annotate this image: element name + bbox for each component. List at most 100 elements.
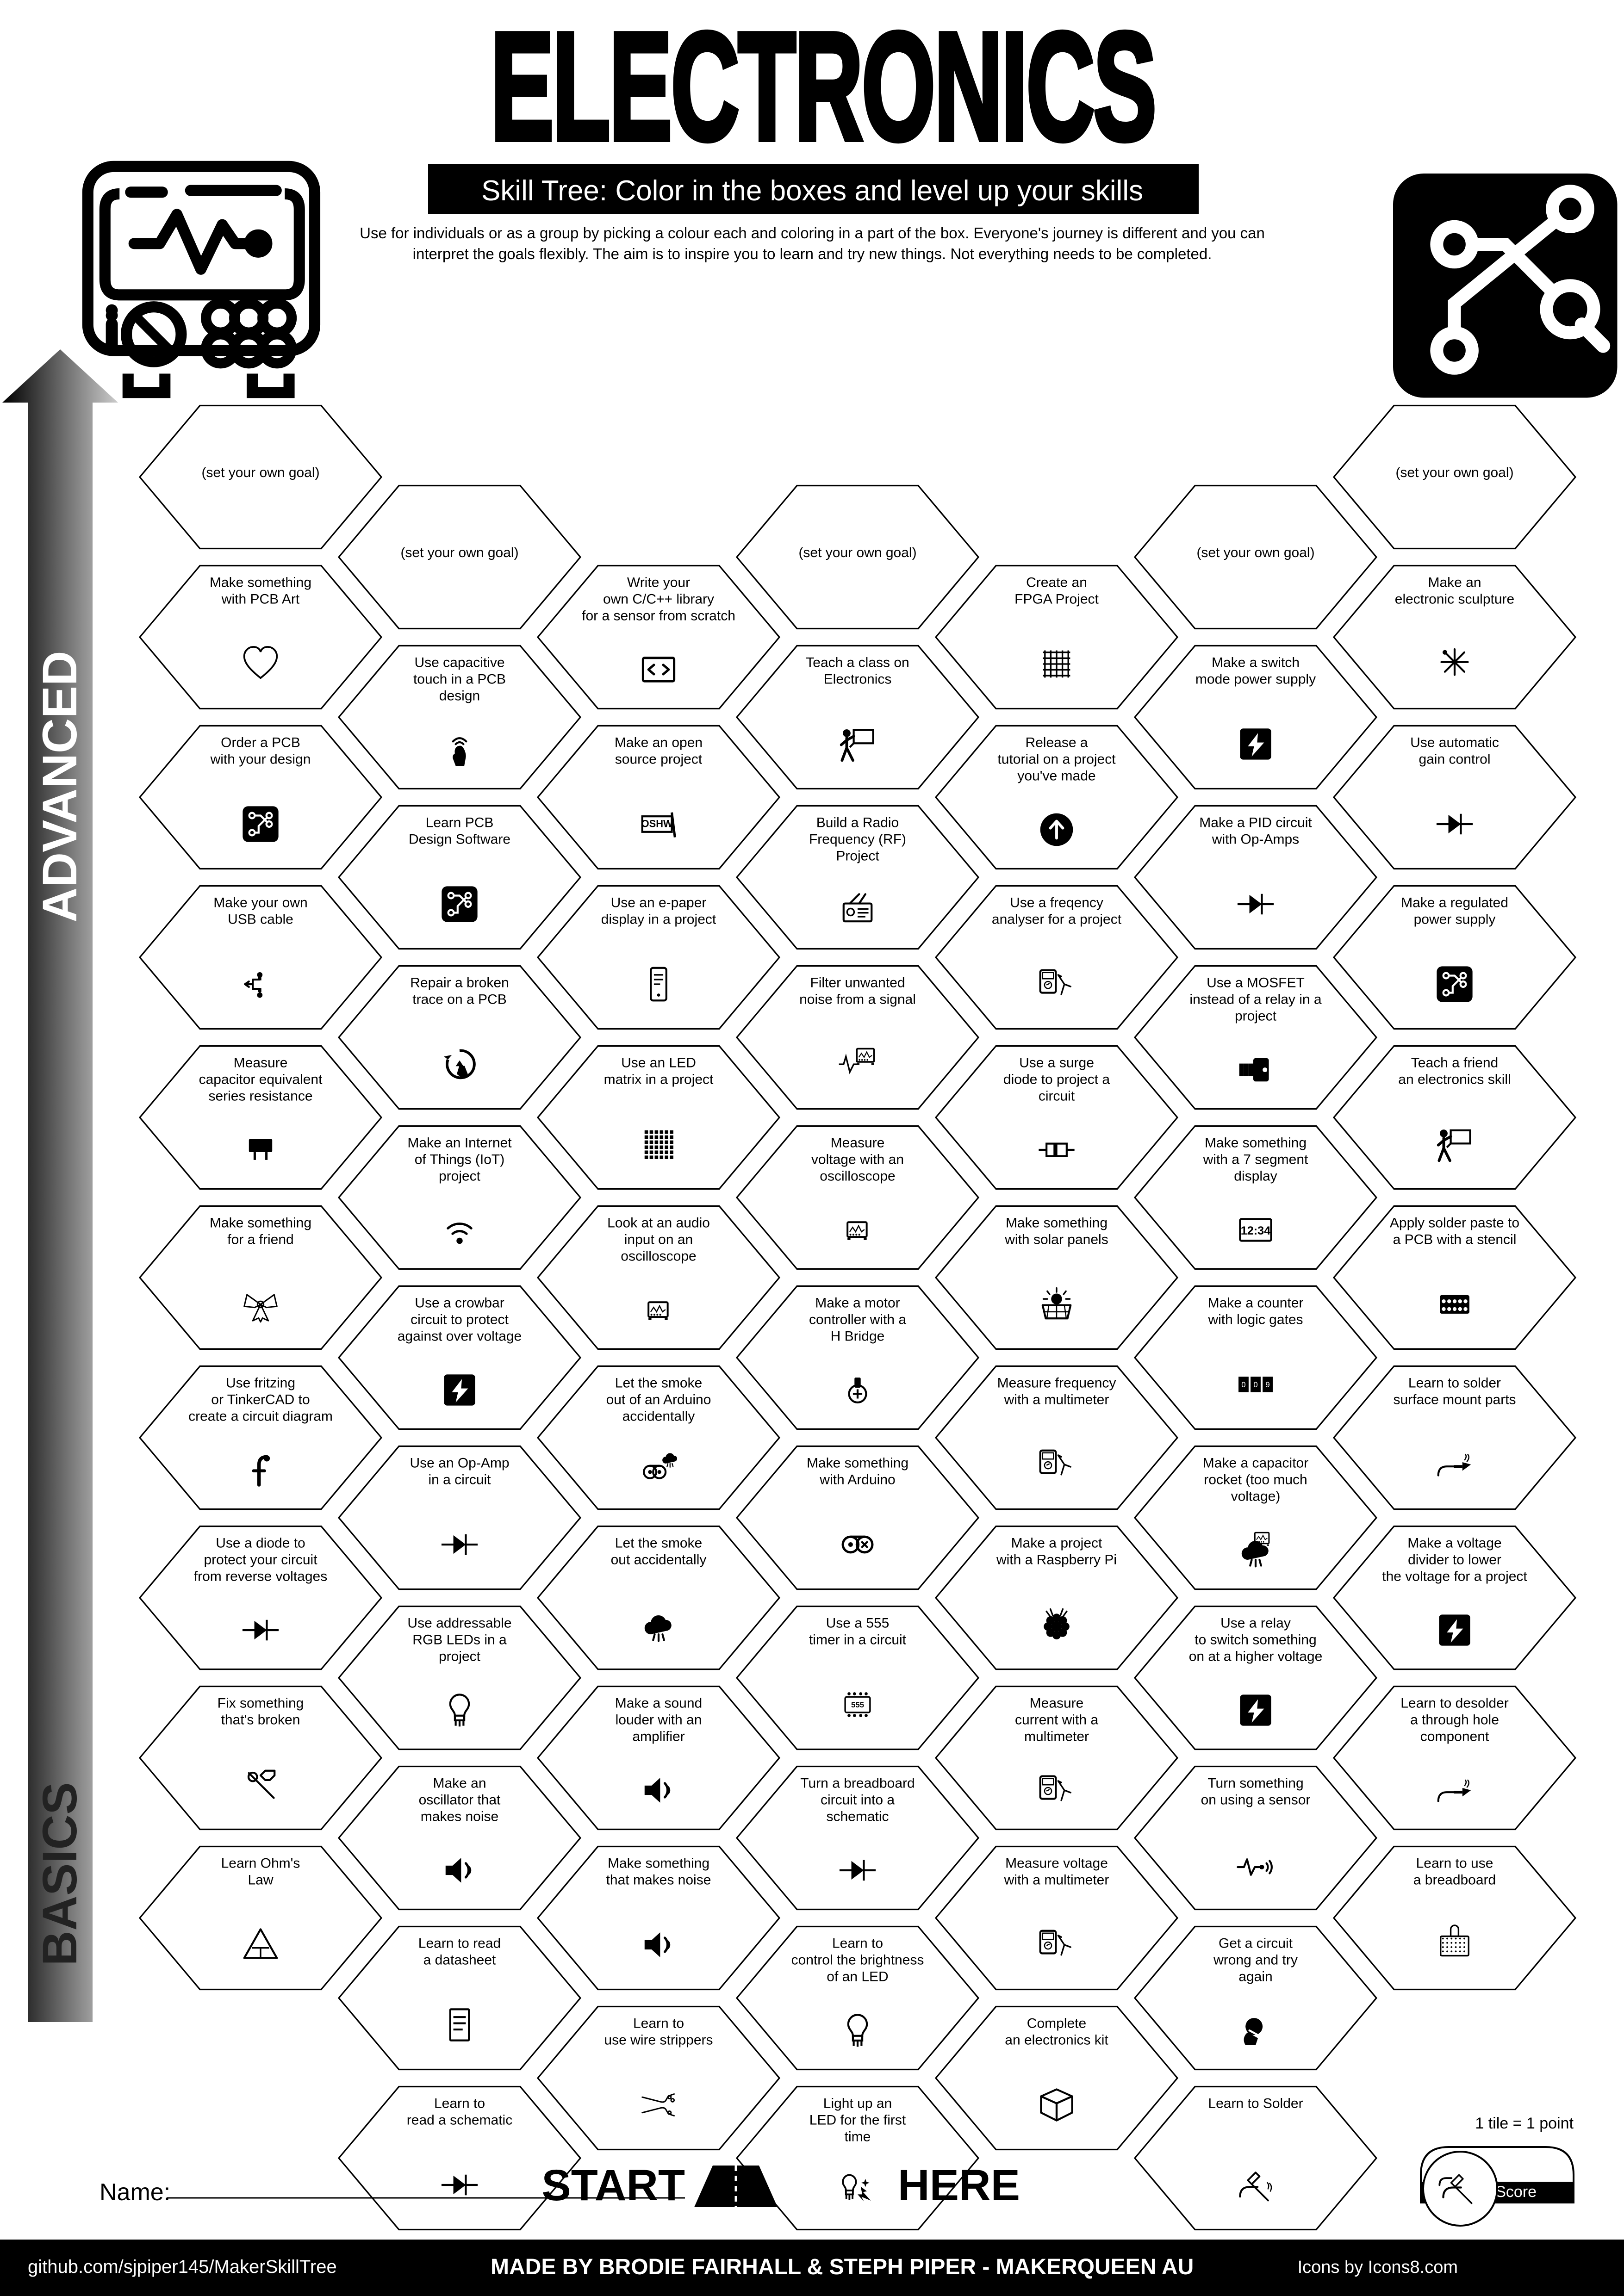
svg-text:an electronics kit: an electronics kit	[1005, 2033, 1108, 2048]
svg-text:(set your own goal): (set your own goal)	[1196, 545, 1314, 560]
svg-text:series resistance: series resistance	[208, 1089, 312, 1104]
svg-text:Learn to Solder: Learn to Solder	[1208, 2096, 1303, 2111]
svg-text:an electronics skill: an electronics skill	[1398, 1072, 1511, 1087]
svg-text:that's broken: that's broken	[221, 1713, 300, 1728]
svg-text:LED for the first: LED for the first	[809, 2113, 906, 2128]
svg-text:controller with a: controller with a	[809, 1312, 906, 1328]
svg-text:for a sensor from scratch: for a sensor from scratch	[582, 608, 735, 624]
svg-text:ELECTRONICS: ELECTRONICS	[491, 1, 1155, 173]
svg-text:interpret the goals flexibly.: interpret the goals flexibly. The aim is…	[413, 245, 1212, 262]
svg-text:noise from a signal: noise from a signal	[799, 992, 916, 1007]
svg-text:with a Raspberry Pi: with a Raspberry Pi	[996, 1552, 1117, 1568]
svg-text:Look at an audio: Look at an audio	[607, 1216, 710, 1231]
svg-text:Make a project: Make a project	[1011, 1536, 1102, 1551]
svg-text:FPGA Project: FPGA Project	[1014, 592, 1099, 607]
svg-text:Fix something: Fix something	[218, 1696, 304, 1711]
svg-text:Use capacitive: Use capacitive	[414, 655, 504, 670]
svg-text:create a circuit diagram: create a circuit diagram	[188, 1409, 333, 1424]
svg-text:Make something: Make something	[210, 575, 311, 590]
svg-text:Learn PCB: Learn PCB	[426, 815, 494, 831]
svg-text:Make your own: Make your own	[213, 895, 307, 911]
svg-text:component: component	[1420, 1729, 1489, 1744]
svg-text:Make something: Make something	[1006, 1216, 1108, 1231]
svg-text:(set your own goal): (set your own goal)	[201, 465, 319, 480]
svg-text:Turn something: Turn something	[1207, 1776, 1303, 1791]
svg-text:oscilloscope: oscilloscope	[820, 1169, 895, 1184]
svg-text:Make a counter: Make a counter	[1208, 1296, 1304, 1311]
svg-text:gain control: gain control	[1419, 752, 1490, 767]
svg-text:Make a sound: Make a sound	[615, 1696, 702, 1711]
svg-text:1 tile = 1 point: 1 tile = 1 point	[1475, 2115, 1574, 2132]
svg-text:a through hole: a through hole	[1410, 1713, 1499, 1728]
svg-text:amplifier: amplifier	[632, 1729, 684, 1744]
svg-text:Make a voltage: Make a voltage	[1407, 1536, 1501, 1551]
svg-text:START: START	[541, 2161, 685, 2210]
svg-text:Measure voltage: Measure voltage	[1005, 1856, 1108, 1871]
svg-text:USB cable: USB cable	[228, 912, 293, 927]
svg-text:Skill Tree: Color in the boxe: Skill Tree: Color in the boxes and level…	[481, 175, 1143, 207]
svg-text:Get a circuit: Get a circuit	[1219, 1936, 1293, 1951]
svg-text:circuit into a: circuit into a	[821, 1793, 895, 1808]
svg-text:Measure: Measure	[234, 1055, 288, 1071]
svg-text:Make something: Make something	[210, 1216, 311, 1231]
svg-text:diode to project a: diode to project a	[1003, 1072, 1110, 1087]
svg-text:control the brightness: control the brightness	[791, 1953, 924, 1968]
svg-text:timer in a circuit: timer in a circuit	[809, 1632, 907, 1648]
svg-text:Use an e-paper: Use an e-paper	[611, 895, 707, 911]
svg-text:(set your own goal): (set your own goal)	[1395, 465, 1513, 480]
svg-text:or TinkerCAD to: or TinkerCAD to	[211, 1392, 310, 1408]
svg-text:the voltage for a project: the voltage for a project	[1382, 1569, 1527, 1584]
svg-text:wrong and try: wrong and try	[1213, 1953, 1298, 1968]
svg-text:voltage): voltage)	[1231, 1489, 1281, 1504]
svg-text:Repair a broken: Repair a broken	[410, 975, 509, 991]
svg-text:in a circuit: in a circuit	[428, 1472, 491, 1488]
svg-text:CC BY-NC-SA 4.0: CC BY-NC-SA 4.0	[1513, 2262, 1624, 2289]
svg-text:MADE BY BRODIE FAIRHALL & STEP: MADE BY BRODIE FAIRHALL & STEPH PIPER - …	[491, 2255, 1194, 2279]
svg-text:Learn to solder: Learn to solder	[1408, 1376, 1501, 1391]
svg-text:Teach a friend: Teach a friend	[1411, 1055, 1498, 1071]
svg-text:of an LED: of an LED	[827, 1969, 888, 1985]
svg-text:Name:: Name:	[100, 2179, 170, 2206]
svg-text:(set your own goal): (set your own goal)	[400, 545, 518, 560]
svg-text:Use automatic: Use automatic	[1410, 735, 1499, 751]
svg-text:project: project	[439, 1169, 481, 1184]
svg-text:BASICS: BASICS	[33, 1782, 87, 1966]
svg-text:louder with an: louder with an	[616, 1713, 702, 1728]
svg-text:instead of a relay in a: instead of a relay in a	[1189, 992, 1321, 1007]
svg-text:Measure frequency: Measure frequency	[997, 1376, 1116, 1391]
svg-text:source project: source project	[615, 752, 703, 767]
svg-text:Make an: Make an	[1428, 575, 1481, 590]
svg-text:read a schematic: read a schematic	[407, 2113, 512, 2128]
svg-text:project: project	[1235, 1009, 1277, 1024]
svg-text:Make a regulated: Make a regulated	[1401, 895, 1508, 911]
svg-text:with Op-Amps: with Op-Amps	[1212, 832, 1299, 847]
svg-text:Use fritzing: Use fritzing	[226, 1376, 295, 1391]
svg-text:mode power supply: mode power supply	[1195, 672, 1316, 687]
svg-text:Learn to use: Learn to use	[1416, 1856, 1493, 1871]
svg-text:capacitor equivalent: capacitor equivalent	[199, 1072, 323, 1087]
svg-text:Learn to: Learn to	[633, 2016, 684, 2031]
svg-text:with your design: with your design	[210, 752, 311, 767]
svg-text:makes noise: makes noise	[421, 1809, 498, 1824]
svg-text:Use a freqency: Use a freqency	[1010, 895, 1103, 911]
svg-text:0: 0	[1253, 1380, 1257, 1389]
svg-text:protect your circuit: protect your circuit	[204, 1552, 317, 1568]
svg-text:Apply solder paste to: Apply solder paste to	[1390, 1216, 1519, 1231]
svg-text:with PCB Art: with PCB Art	[221, 592, 300, 607]
svg-text:Measure: Measure	[831, 1136, 885, 1151]
svg-text:HERE: HERE	[898, 2161, 1020, 2210]
svg-text:from reverse voltages: from reverse voltages	[194, 1569, 327, 1584]
svg-text:Write your: Write your	[627, 575, 690, 590]
svg-text:Use a MOSFET: Use a MOSFET	[1207, 975, 1305, 991]
svg-text:oscillator that: oscillator that	[419, 1793, 501, 1808]
svg-text:0: 0	[1241, 1380, 1245, 1389]
svg-text:voltage with an: voltage with an	[811, 1152, 904, 1167]
svg-text:design: design	[439, 689, 480, 704]
svg-text:Use for individuals or as a gr: Use for individuals or as a group by pic…	[360, 224, 1265, 242]
svg-text:electronic sculpture: electronic sculpture	[1395, 592, 1514, 607]
svg-text:Release a: Release a	[1025, 735, 1088, 751]
svg-text:against over voltage: against over voltage	[398, 1329, 522, 1344]
svg-text:analyser for a project: analyser for a project	[992, 912, 1122, 927]
svg-text:surface mount parts: surface mount parts	[1393, 1392, 1516, 1408]
svg-text:Make a PID circuit: Make a PID circuit	[1199, 815, 1312, 831]
